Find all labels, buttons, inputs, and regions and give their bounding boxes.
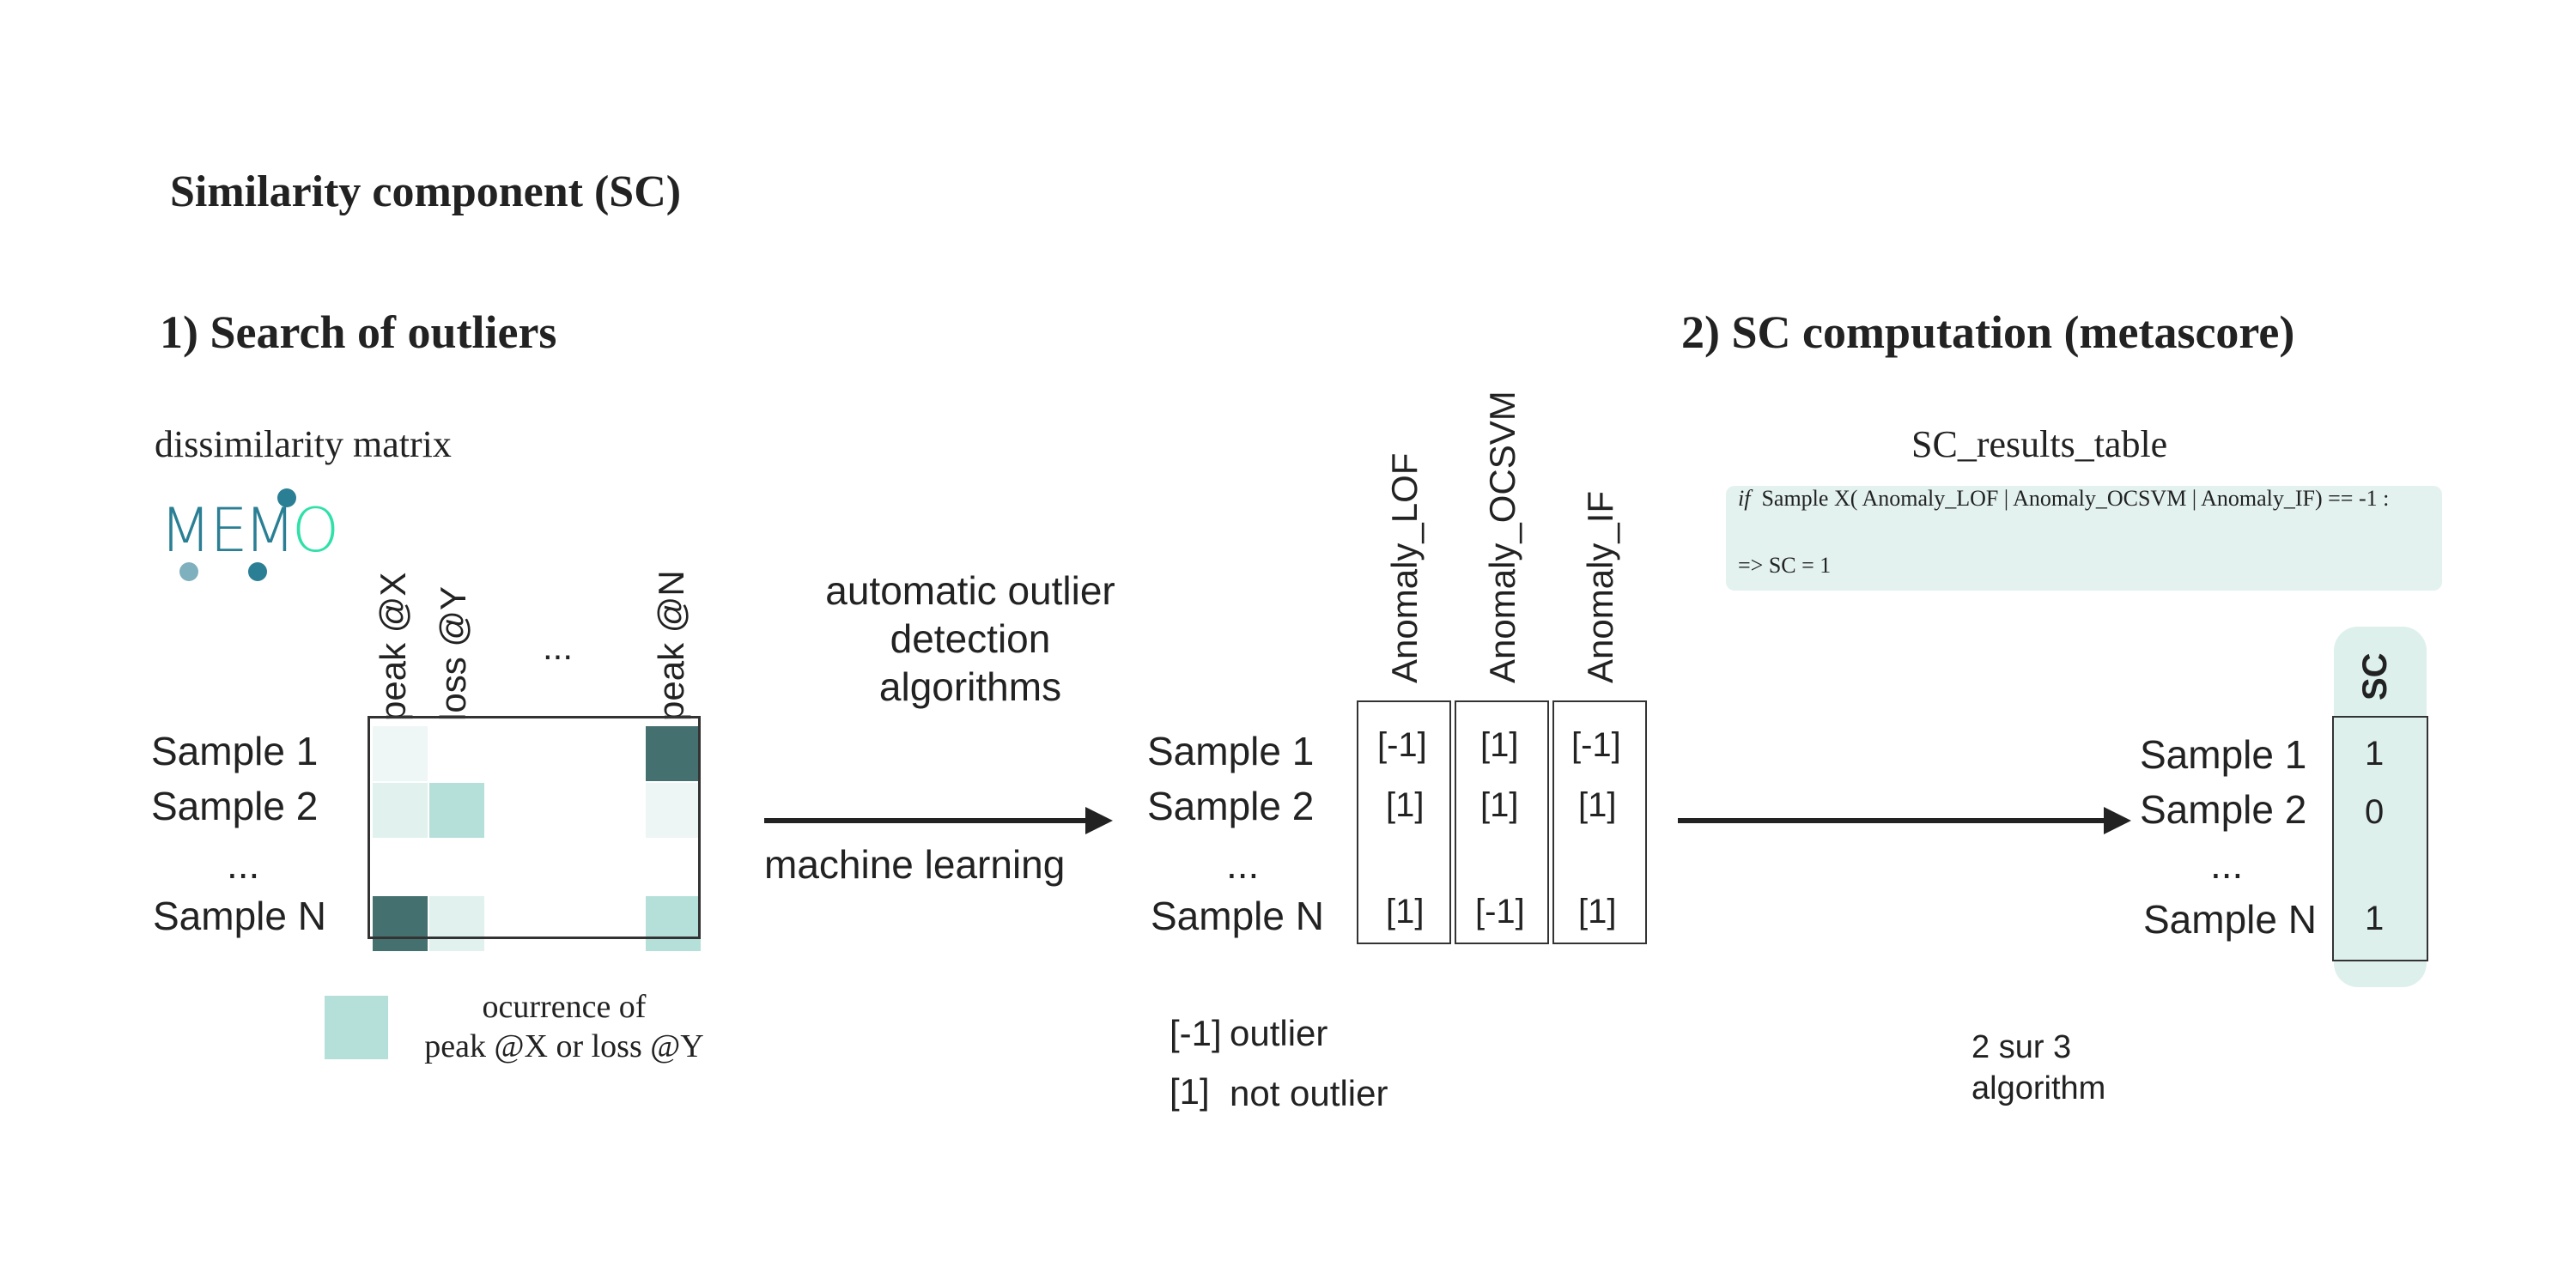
anomaly-row-label: ... [1226,842,1260,887]
sc-column-box [2332,716,2428,961]
sc-row-label: Sample N [2143,897,2317,942]
anomaly-value: [1] [1480,786,1519,824]
matrix-row-label: Sample N [153,894,326,938]
sc-header: SC [2356,652,2394,700]
anomaly-row-label: Sample 1 [1147,729,1315,773]
matrix-cell [646,726,701,781]
arrow-1-head [1085,807,1113,834]
anomaly-row-label: Sample N [1151,894,1324,938]
machine-learning-label: machine learning [764,842,1066,887]
vote-note: 2 sur 3 algorithm [1971,1029,2106,1106]
occurrence-legend: ocurrence of peak @X or loss @Y [424,989,704,1064]
sc-value: 1 [2365,735,2385,773]
svg-text:ME: ME [160,495,246,566]
matrix-row-label: Sample 1 [151,729,319,773]
algorithms-label: automatic outlier detection algorithms [825,568,1115,709]
occurrence-swatch [325,996,388,1059]
rule-line-2: => SC = 1 [1738,553,1832,578]
rule-box [1726,486,2442,591]
anomaly-value: [1] [1386,786,1425,824]
svg-text:O: O [292,495,339,566]
rule-line-1: if Sample X( Anomaly_LOF | Anomaly_OCSVM… [1738,486,2390,511]
anomaly-lof-column [1357,700,1451,944]
sc-value: 0 [2365,793,2385,831]
sc-row-label: Sample 2 [2140,787,2307,832]
sc-value: 1 [2365,900,2385,937]
anomaly-col-if: Anomaly_IF [1580,490,1620,683]
matrix-col-peak-x: peak @X [373,572,413,721]
not-outlier-text: not outlier [1230,1073,1388,1113]
matrix-cell [373,726,428,781]
anomaly-col-lof: Anomaly_LOF [1384,452,1425,683]
anomaly-value: [-1] [1571,726,1621,764]
anomaly-value: [1] [1480,726,1519,764]
anomaly-col-ocsvm: Anomaly_OCSVM [1482,391,1522,683]
anomaly-value: [1] [1578,786,1617,824]
not-outlier-code: [1] [1170,1071,1210,1112]
anomaly-value: [1] [1578,893,1617,931]
matrix-cell [373,783,428,838]
anomaly-value: [-1] [1475,893,1525,931]
section-1-heading: 1) Search of outliers [160,306,557,358]
arrow-2-line [1678,818,2107,823]
dissimilarity-matrix-label: dissimilarity matrix [155,423,452,465]
outlier-code: [-1] [1170,1013,1222,1053]
memo-logo: ME M O [155,481,343,592]
matrix-cell [646,896,701,951]
matrix-col-peak-n: peak @N [651,570,691,721]
sc-row-label: Sample 1 [2140,732,2307,777]
sc-column-background [2334,627,2427,987]
outlier-text: outlier [1230,1013,1328,1053]
anomaly-if-column [1552,700,1647,944]
matrix-row-label: Sample 2 [151,784,319,828]
dissimilarity-matrix [368,716,701,939]
diagram-title: Similarity component (SC) [170,167,682,216]
matrix-row-label: ... [227,842,260,887]
anomaly-row-label: Sample 2 [1147,784,1315,828]
matrix-cell [646,783,701,838]
arrow-2-head [2104,807,2131,834]
matrix-cell [429,896,484,951]
anomaly-value: [-1] [1377,726,1427,764]
matrix-cell [429,783,484,838]
results-table-label: SC_results_table [1911,423,2168,465]
anomaly-ocsvm-column [1455,700,1549,944]
sc-row-label: ... [2210,842,2244,887]
matrix-col-ellipsis: ... [543,627,574,667]
arrow-1-line [764,818,1091,823]
matrix-col-loss-y: loss @Y [433,585,473,721]
anomaly-value: [1] [1386,893,1425,931]
matrix-cell [373,896,428,951]
section-2-heading: 2) SC computation (metascore) [1681,306,2295,358]
